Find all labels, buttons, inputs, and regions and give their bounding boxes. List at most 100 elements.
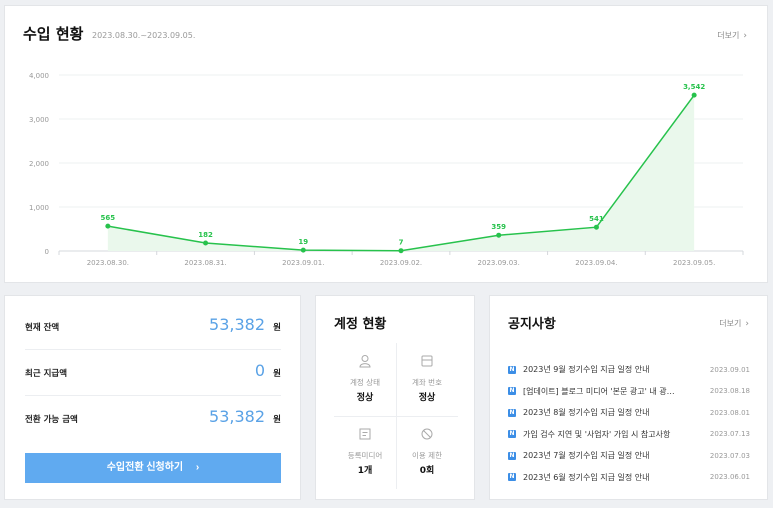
notice-item-date: 2023.06.01 [709, 473, 750, 482]
balance-unit: 원 [273, 369, 281, 379]
notice-item[interactable]: N [업데이트] 블로그 미디어 '본문 광고' 내 광… 2023.08.18 [508, 381, 750, 403]
notice-item-date: 2023.09.01 [709, 365, 750, 374]
account-cell-value: 정상 [418, 393, 436, 403]
user-icon [334, 354, 396, 368]
notice-item[interactable]: N 2023년 7월 정기수입 지급 일정 안내 2023.07.03 [508, 445, 750, 467]
account-cell-value: 0회 [419, 466, 435, 476]
convert-income-button[interactable]: 수입전환 신청하기 › [25, 453, 281, 483]
account-title: 계정 현황 [334, 317, 387, 332]
balance-amount: 53,382 [209, 407, 265, 426]
data-point [691, 92, 697, 98]
account-cell-value: 정상 [356, 393, 374, 403]
new-badge-icon: N [508, 408, 516, 417]
account-bank: 계좌 번호 정상 [396, 343, 458, 416]
y-tick-label: 0 [45, 248, 49, 256]
account-restriction: 이용 제한 0회 [396, 416, 458, 489]
y-tick-label: 1,000 [29, 204, 49, 212]
data-point [105, 223, 111, 229]
income-chart: 0 1,000 2,000 3,000 4,000 2023.08.30. 2023.08.… [29, 72, 744, 267]
data-label: 541 [589, 215, 604, 223]
balance-card: 현재 잔액 53,382 원 최근 지급액 0 원 전환 가능 금액 53,38… [4, 295, 301, 500]
account-cell-label: 등록미디어 [347, 451, 383, 460]
chevron-right-icon: › [195, 462, 200, 473]
notice-title: 공지사항 [508, 317, 556, 332]
data-point [398, 248, 404, 254]
new-badge-icon: N [508, 451, 516, 460]
notice-item[interactable]: N 2023년 6월 정기수입 지급 일정 안내 2023.06.01 [508, 467, 750, 489]
data-label: 359 [491, 223, 506, 231]
notice-more-link[interactable]: 더보기 › [719, 318, 749, 329]
x-tick-label: 2023.09.05. [673, 259, 715, 267]
cta-label: 수입전환 신청하기 [106, 462, 184, 473]
x-tick-label: 2023.09.01. [282, 259, 324, 267]
chevron-right-icon: › [743, 31, 747, 41]
notice-item-title: 가입 검수 지연 및 '사업자' 가입 시 참고사항 [523, 429, 671, 439]
notice-item-title: 2023년 6월 정기수입 지급 일정 안내 [523, 472, 650, 482]
balance-row-recent: 최근 지급액 0 원 [25, 350, 281, 396]
x-tick-label: 2023.09.03. [478, 259, 520, 267]
data-label: 182 [198, 231, 213, 239]
data-point [496, 232, 502, 238]
income-title: 수입 현황 [23, 25, 84, 43]
notice-item-date: 2023.08.01 [709, 408, 750, 417]
more-label: 더보기 [719, 319, 742, 328]
income-card: 수입 현황 2023.08.30.~2023.09.05. 더보기 › 0 1,00… [4, 5, 768, 283]
notice-item-title: 2023년 9월 정기수입 지급 일정 안내 [523, 365, 650, 375]
notice-item-title: [업데이트] 블로그 미디어 '본문 광고' 내 광… [523, 386, 675, 396]
notice-list: N 2023년 9월 정기수입 지급 일정 안내 2023.09.01 N [업데이트… [508, 359, 750, 488]
date-range: 2023.08.30.~2023.09.05. [92, 31, 196, 40]
balance-amount: 53,382 [209, 315, 265, 334]
notice-item[interactable]: N 2023년 9월 정기수입 지급 일정 안내 2023.09.01 [508, 359, 750, 381]
area-fill [107, 95, 695, 251]
data-point [300, 247, 306, 253]
account-cell-label: 계좌 번호 [412, 378, 442, 387]
x-tick-label: 2023.08.31. [184, 259, 226, 267]
notice-item[interactable]: N 2023년 8월 정기수입 지급 일정 안내 2023.08.01 [508, 402, 750, 424]
block-icon [396, 427, 458, 441]
notice-item[interactable]: N 가입 검수 지연 및 '사업자' 가입 시 참고사항 2023.07.13 [508, 424, 750, 446]
balance-amount: 0 [254, 361, 265, 380]
account-cell-value: 1개 [357, 466, 373, 476]
y-tick-label: 3,000 [29, 116, 49, 124]
document-icon [334, 427, 396, 441]
balance-unit: 원 [273, 415, 281, 425]
account-cell-label: 이용 제한 [412, 451, 442, 460]
balance-label: 최근 지급액 [25, 369, 68, 379]
account-media: 등록미디어 1개 [334, 416, 396, 489]
y-tick-label: 2,000 [29, 160, 49, 168]
new-badge-icon: N [508, 365, 516, 374]
divider [334, 416, 458, 417]
data-label: 3,542 [683, 83, 705, 91]
income-more-link[interactable]: 더보기 › [717, 30, 747, 41]
balance-row-convertible: 전환 가능 금액 53,382 원 [25, 396, 281, 442]
notice-item-title: 2023년 7월 정기수입 지급 일정 안내 [523, 451, 650, 461]
notice-item-date: 2023.07.03 [709, 451, 750, 460]
data-point [203, 240, 209, 246]
account-cell-label: 계정 상태 [350, 378, 380, 387]
balance-row-current: 현재 잔액 53,382 원 [25, 304, 281, 350]
notice-item-title: 2023년 8월 정기수입 지급 일정 안내 [523, 408, 650, 418]
new-badge-icon: N [508, 387, 516, 396]
balance-unit: 원 [273, 323, 281, 333]
balance-label: 전환 가능 금액 [25, 415, 78, 425]
more-label: 더보기 [717, 31, 740, 40]
new-badge-icon: N [508, 430, 516, 439]
y-tick-label: 4,000 [29, 72, 49, 80]
data-point [593, 224, 599, 230]
balance-label: 현재 잔액 [25, 323, 60, 333]
data-label: 7 [399, 239, 404, 247]
notice-item-date: 2023.08.18 [709, 387, 750, 396]
account-grid: 계정 상태 정상 계좌 번호 정상 등록미디어 1개 이용 제한 0회 [334, 343, 458, 489]
chevron-right-icon: › [745, 319, 749, 329]
notice-card: 공지사항 더보기 › N 2023년 9월 정기수입 지급 일정 안내 2023.09… [489, 295, 768, 500]
new-badge-icon: N [508, 473, 516, 482]
account-card: 계정 현황 계정 상태 정상 계좌 번호 정상 등록미디어 1개 [315, 295, 475, 500]
data-label: 19 [298, 238, 308, 246]
x-tick-label: 2023.09.04. [575, 259, 617, 267]
account-status: 계정 상태 정상 [334, 343, 396, 416]
x-tick-label: 2023.08.30. [87, 259, 129, 267]
data-label: 565 [101, 214, 116, 222]
notice-item-date: 2023.07.13 [709, 430, 750, 439]
card-icon [396, 354, 458, 368]
x-tick-label: 2023.09.02. [380, 259, 422, 267]
